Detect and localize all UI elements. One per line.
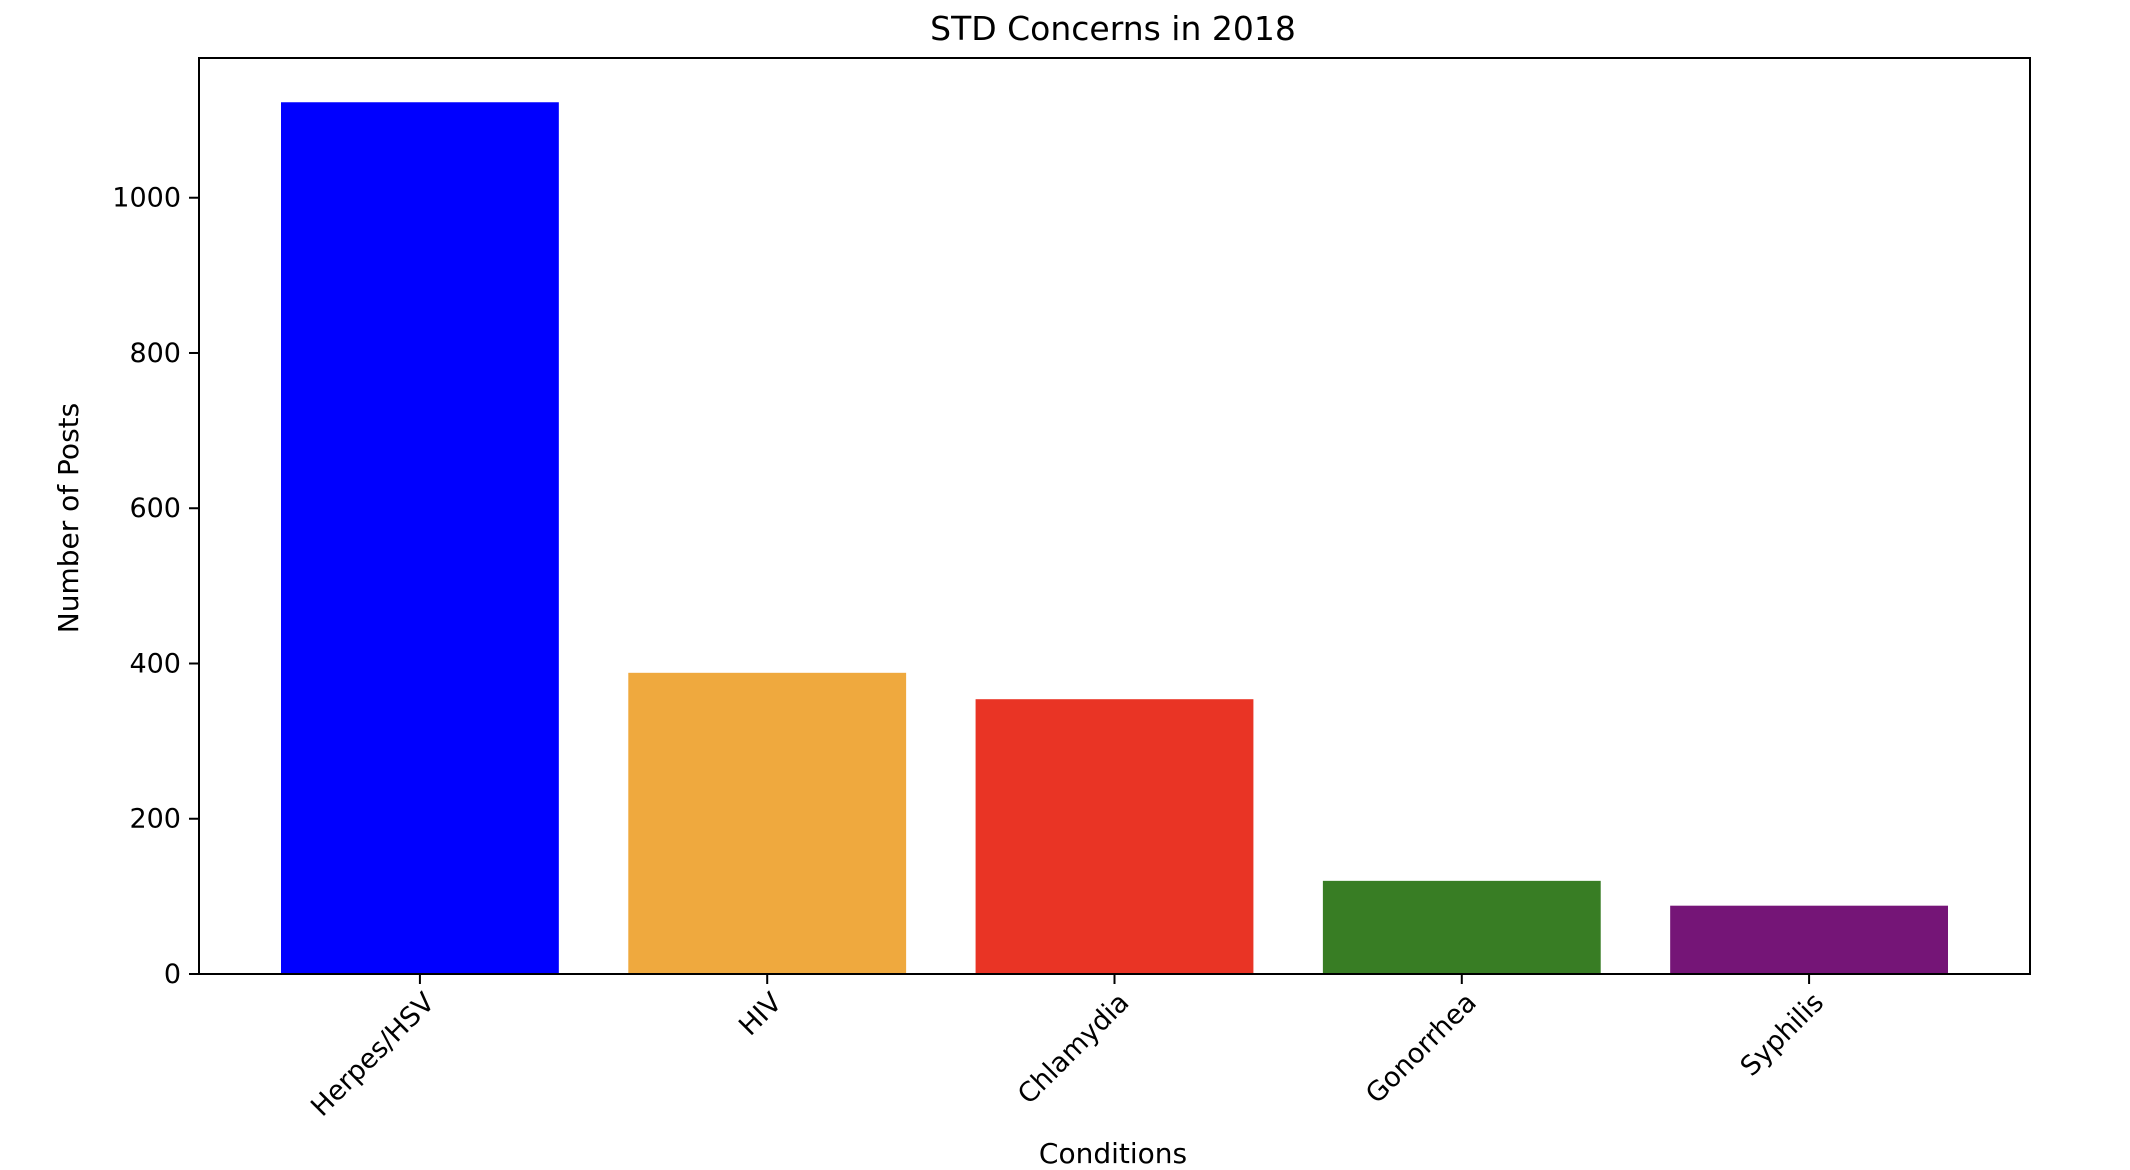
bars-group [281, 102, 1948, 974]
y-axis-label: Number of Posts [52, 403, 85, 633]
bar-gonorrhea [1322, 880, 1601, 974]
y-tick-label: 600 [129, 493, 181, 524]
x-axis-label: Conditions [1039, 1137, 1187, 1170]
y-axis-label-group: Number of Posts [52, 403, 85, 633]
y-ticks-group: 0 200 400 600 800 1000 [112, 183, 199, 990]
chart-title: STD Concerns in 2018 [930, 9, 1296, 48]
y-tick-label: 800 [129, 338, 181, 369]
x-tick-label: HIV [733, 987, 788, 1042]
y-tick-label: 1000 [112, 183, 181, 214]
y-tick-label: 400 [129, 648, 181, 679]
bar-hiv [628, 672, 907, 974]
x-ticks-group: Herpes/HSV HIV Chlamydia Gonorrhea Syphilis [305, 974, 1830, 1123]
x-tick-label: Herpes/HSV [305, 987, 441, 1123]
x-tick-label: Syphilis [1735, 987, 1830, 1082]
x-tick-label: Chlamydia [1012, 987, 1135, 1110]
bar-herpes-hsv [281, 102, 559, 974]
y-tick-label: 0 [164, 959, 181, 990]
x-tick-label: Gonorrhea [1360, 987, 1483, 1110]
bar-syphilis [1670, 905, 1948, 974]
bar-chlamydia [975, 699, 1254, 974]
y-tick-label: 200 [129, 804, 181, 835]
plot-frame [198, 57, 2031, 975]
